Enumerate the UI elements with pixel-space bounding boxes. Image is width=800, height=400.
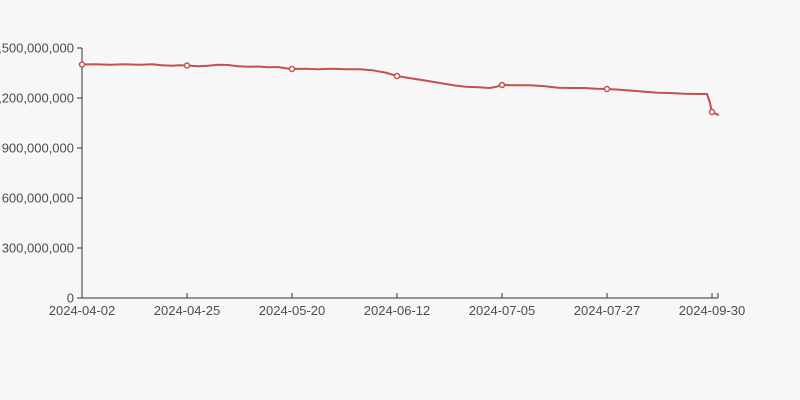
x-axis-tick-label: 2024-07-05 [469,303,536,318]
data-point-marker[interactable] [288,65,296,73]
y-axis-tick-label: 1,500,000,000 [0,41,74,56]
x-axis-tick-label: 2024-05-20 [259,303,326,318]
data-point-marker[interactable] [78,61,86,68]
x-axis-tick-label: 2024-06-12 [364,303,431,318]
data-point-marker[interactable] [183,62,191,69]
y-axis-tick-label: 0 [67,291,74,306]
y-axis-tick-label: 900,000,000 [2,141,74,156]
x-axis-tick-label: 2024-09-30 [679,303,746,318]
series-line [81,63,719,116]
data-point-marker[interactable] [498,81,506,89]
data-point-marker[interactable] [393,72,401,80]
data-point-marker[interactable] [603,85,611,93]
y-axis-tick-label: 300,000,000 [2,241,74,256]
x-axis-tick-label: 2024-04-02 [49,303,116,318]
y-axis-tick-label: 600,000,000 [2,191,74,206]
x-axis-tick-label: 2024-04-25 [154,303,221,318]
data-point-marker[interactable] [708,108,716,116]
y-axis-tick-label: 1,200,000,000 [0,91,74,106]
x-axis-tick-label: 2024-07-27 [574,303,641,318]
